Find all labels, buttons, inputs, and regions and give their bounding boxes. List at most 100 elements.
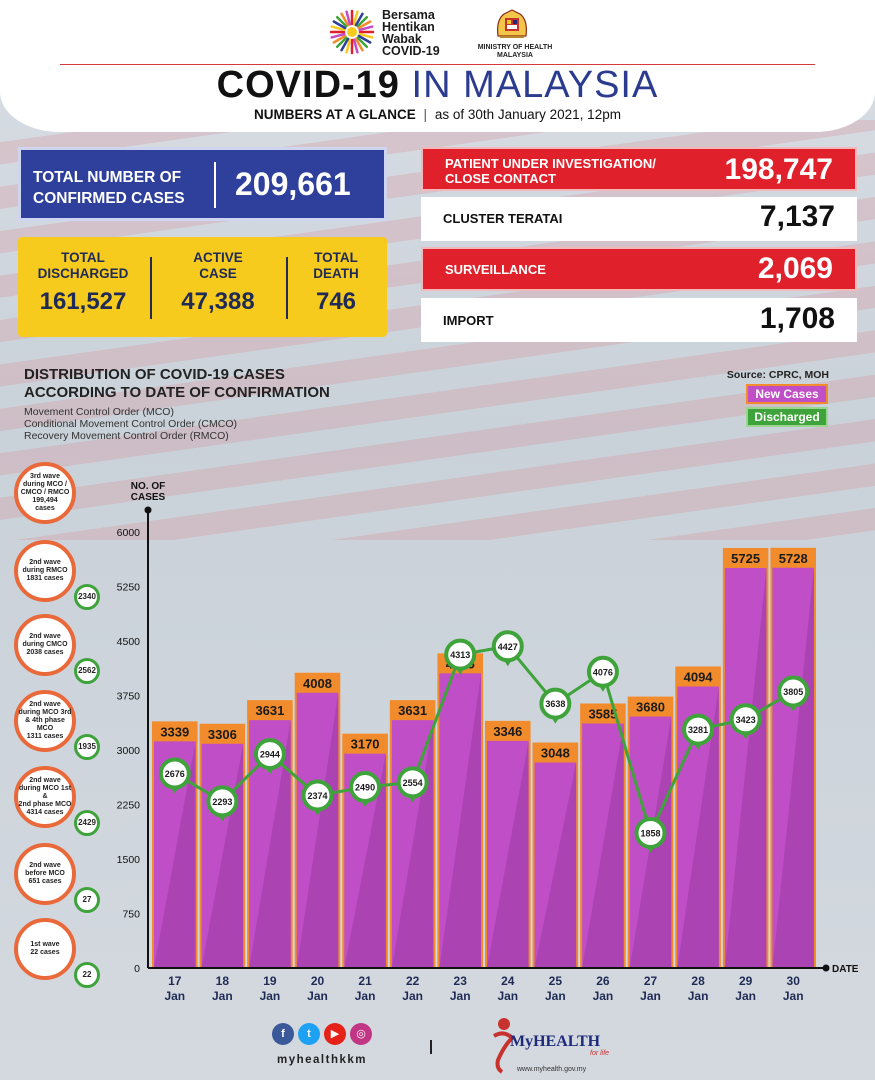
- sun-ray: [356, 36, 369, 49]
- bar-value-label: 3170: [351, 737, 380, 752]
- outcome-divider-2: [286, 257, 288, 319]
- bar-value-label: 5728: [779, 551, 808, 566]
- distribution-sub-1: Movement Control Order (MCO): [24, 406, 174, 418]
- x-tick-month: Jan: [640, 989, 661, 1003]
- distribution-title-2: ACCORDING TO DATE OF CONFIRMATION: [24, 384, 330, 401]
- twitter-icon[interactable]: t: [298, 1023, 320, 1045]
- bar-shade: [344, 753, 386, 968]
- y-tick-label: 3750: [117, 691, 141, 703]
- category-surveillance-value: 2,069: [757, 252, 833, 285]
- discharged-value-label: 2676: [165, 769, 185, 779]
- discharged-point: [349, 771, 382, 804]
- bar-shade: [487, 740, 529, 968]
- wave-discharged-badge: 1935: [74, 734, 100, 760]
- wave-text: 1831 cases: [26, 575, 64, 582]
- wave-text: 4314 cases: [26, 809, 64, 816]
- wave-circle: 1st wave 22 cases: [14, 918, 76, 980]
- discharged-point: [301, 779, 334, 812]
- y-tick-label: 3000: [117, 745, 141, 757]
- discharged-label-1: TOTAL: [61, 250, 105, 265]
- bar-value-label: 5725: [731, 551, 760, 566]
- bar-shade: [772, 567, 814, 968]
- discharged-value-label: 2293: [212, 797, 232, 807]
- bar-value-label: 3680: [636, 700, 665, 715]
- wave-discharged-badge: 22: [74, 962, 100, 988]
- discharged-point: [206, 785, 239, 818]
- source-note: Source: CPRC, MOH: [726, 369, 829, 381]
- bar-shade: [534, 762, 577, 968]
- x-tick-day: 20: [311, 974, 325, 988]
- death-stat: TOTAL DEATH 746: [290, 250, 382, 316]
- x-tick-month: Jan: [593, 989, 614, 1003]
- discharged-point: [634, 816, 667, 849]
- x-tick-day: 17: [168, 974, 182, 988]
- bar-value-label: 3346: [493, 724, 522, 739]
- wave-circle: 2nd wave during CMCO 2038 cases: [14, 614, 76, 676]
- discharged-value-label: 2554: [403, 778, 423, 788]
- subtitle-date: as of 30th January 2021, 12pm: [434, 107, 621, 122]
- category-pui-label-2: CLOSE CONTACT: [445, 171, 556, 186]
- myhealth-brand: MyHEALTH: [510, 1033, 601, 1050]
- bar-shade: [154, 741, 196, 968]
- total-confirmed-divider: [214, 162, 216, 208]
- cases-chart: 3339330636314008317036314275334630483585…: [117, 481, 859, 1003]
- campaign-line-2: Hentikan: [382, 20, 435, 34]
- wave-discharged-badge: 2429: [74, 810, 100, 836]
- sun-ray: [335, 36, 348, 49]
- distribution-subtitle: Movement Control Order (MCO) Conditional…: [24, 406, 237, 442]
- bar-shade: [724, 567, 767, 968]
- discharged-value-label: 2374: [307, 791, 327, 801]
- discharged-point: [396, 766, 429, 799]
- total-confirmed-label: TOTAL NUMBER OF CONFIRMED CASES: [33, 167, 185, 209]
- x-tick-month: Jan: [164, 989, 185, 1003]
- page-title: COVID-19 IN MALAYSIA: [0, 64, 875, 107]
- category-surveillance: SURVEILLANCE 2,069: [421, 247, 857, 291]
- myhealth-tagline: for life: [590, 1050, 610, 1057]
- x-tick-day: 24: [501, 974, 515, 988]
- discharged-point: [444, 638, 477, 671]
- wave-text: 2nd phase MCO: [18, 801, 72, 808]
- sun-ray: [340, 37, 350, 52]
- discharged-value-label: 4427: [498, 642, 518, 652]
- x-tick-month: Jan: [402, 989, 423, 1003]
- x-tick-day: 27: [644, 974, 658, 988]
- wave-text: 2nd wave: [29, 701, 61, 708]
- sun-ray: [357, 34, 372, 44]
- bar-value-label: 3585: [588, 706, 617, 721]
- facebook-icon[interactable]: f: [272, 1023, 294, 1045]
- wave-text: 1311 cases: [26, 733, 64, 740]
- wave-text: 2038 cases: [26, 649, 64, 656]
- header-divider: [60, 64, 815, 65]
- bar-shade: [677, 686, 719, 968]
- total-confirmed-box: TOTAL NUMBER OF CONFIRMED CASES 209,661: [18, 147, 387, 221]
- category-surveillance-label: SURVEILLANCE: [445, 262, 546, 277]
- wave-text: 3rd wave: [30, 473, 60, 480]
- wave-circle: 2nd wave during RMCO 1831 cases: [14, 540, 76, 602]
- header: Bersama Hentikan Wabak COVID-19 MINISTRY…: [0, 0, 875, 132]
- category-teratai-value: 7,137: [759, 200, 835, 233]
- wave-discharged-badge: 2340: [74, 584, 100, 610]
- sun-ray: [354, 12, 364, 27]
- total-confirmed-label-1: TOTAL NUMBER OF: [33, 169, 182, 186]
- distribution-sub-2: Conditional Movement Control Order (CMCO…: [24, 418, 237, 430]
- x-tick-day: 19: [263, 974, 277, 988]
- bar-shade: [439, 673, 481, 968]
- campaign-logo-text: Bersama Hentikan Wabak COVID-19: [382, 9, 440, 58]
- sun-ray: [332, 34, 347, 44]
- x-tick-day: 30: [787, 974, 801, 988]
- youtube-icon[interactable]: ▶: [324, 1023, 346, 1045]
- x-tick-day: 18: [216, 974, 230, 988]
- social-handle: myhealthkkm: [277, 1054, 368, 1066]
- x-tick-month: Jan: [545, 989, 566, 1003]
- bar-value-label: 3048: [541, 746, 570, 761]
- distribution-title-1: DISTRIBUTION OF COVID-19 CASES: [24, 366, 285, 383]
- y-tick-label: 1500: [117, 854, 141, 866]
- bar-shade: [582, 723, 624, 968]
- wave-text: 199,494: [32, 497, 58, 504]
- instagram-icon[interactable]: ◎: [350, 1023, 372, 1045]
- wave-text: 651 cases: [28, 878, 62, 885]
- outcome-box: TOTAL DISCHARGED 161,527 ACTIVE CASE 47,…: [18, 237, 387, 337]
- x-tick-month: Jan: [735, 989, 756, 1003]
- wave-text: 22 cases: [30, 949, 60, 956]
- discharged-value-label: 1858: [640, 828, 660, 838]
